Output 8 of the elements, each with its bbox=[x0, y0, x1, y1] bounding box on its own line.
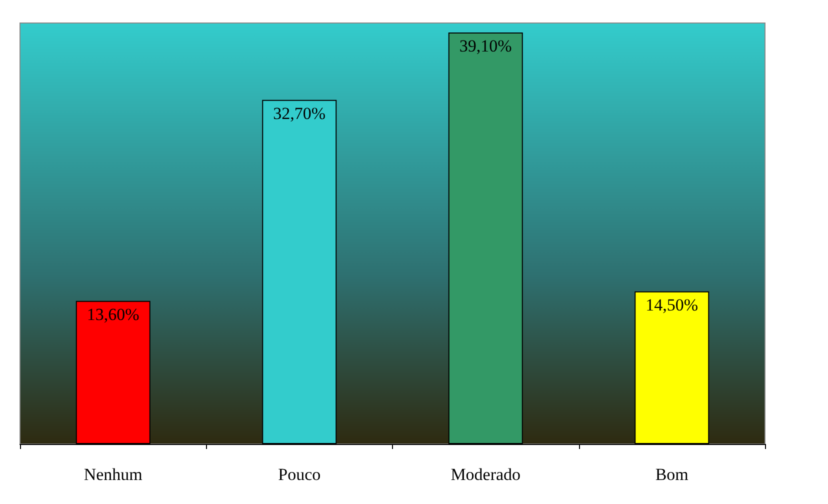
x-tick-label: Bom bbox=[655, 465, 688, 484]
x-tick-label: Pouco bbox=[278, 465, 321, 484]
data-label: 14,50% bbox=[646, 295, 698, 314]
x-tick-label: Nenhum bbox=[84, 465, 142, 484]
data-label: 32,70% bbox=[273, 104, 326, 123]
x-tick-label: Moderado bbox=[450, 465, 521, 484]
data-label: 13,60% bbox=[86, 304, 140, 324]
data-label: 39,10% bbox=[459, 36, 512, 56]
